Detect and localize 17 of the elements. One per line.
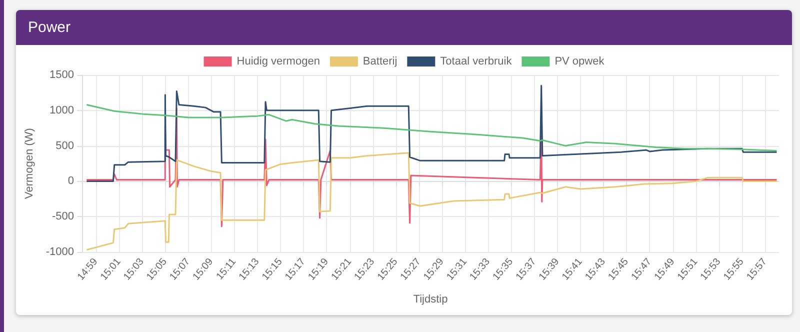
y-tick-label: 0 <box>68 175 74 188</box>
y-tick-label: 500 <box>56 140 74 152</box>
line-series <box>86 104 778 152</box>
legend-label: PV opwek <box>554 56 605 68</box>
y-tick-label: -1000 <box>46 246 74 258</box>
line-series <box>86 108 778 228</box>
y-axis-title: Vermogen (W) <box>24 128 36 199</box>
y-tick-label: 1500 <box>50 69 74 81</box>
legend-label: Batterij <box>362 56 398 68</box>
legend-label: Totaal verbruik <box>440 56 512 68</box>
x-axis-title: Tijdstip <box>413 294 448 306</box>
line-series <box>86 84 778 182</box>
legend-label: Huidig vermogen <box>236 56 320 68</box>
line-series <box>86 152 778 251</box>
y-tick-label: -500 <box>52 210 74 223</box>
chart-title: Power <box>16 10 792 45</box>
y-tick-label: 1000 <box>50 104 74 116</box>
